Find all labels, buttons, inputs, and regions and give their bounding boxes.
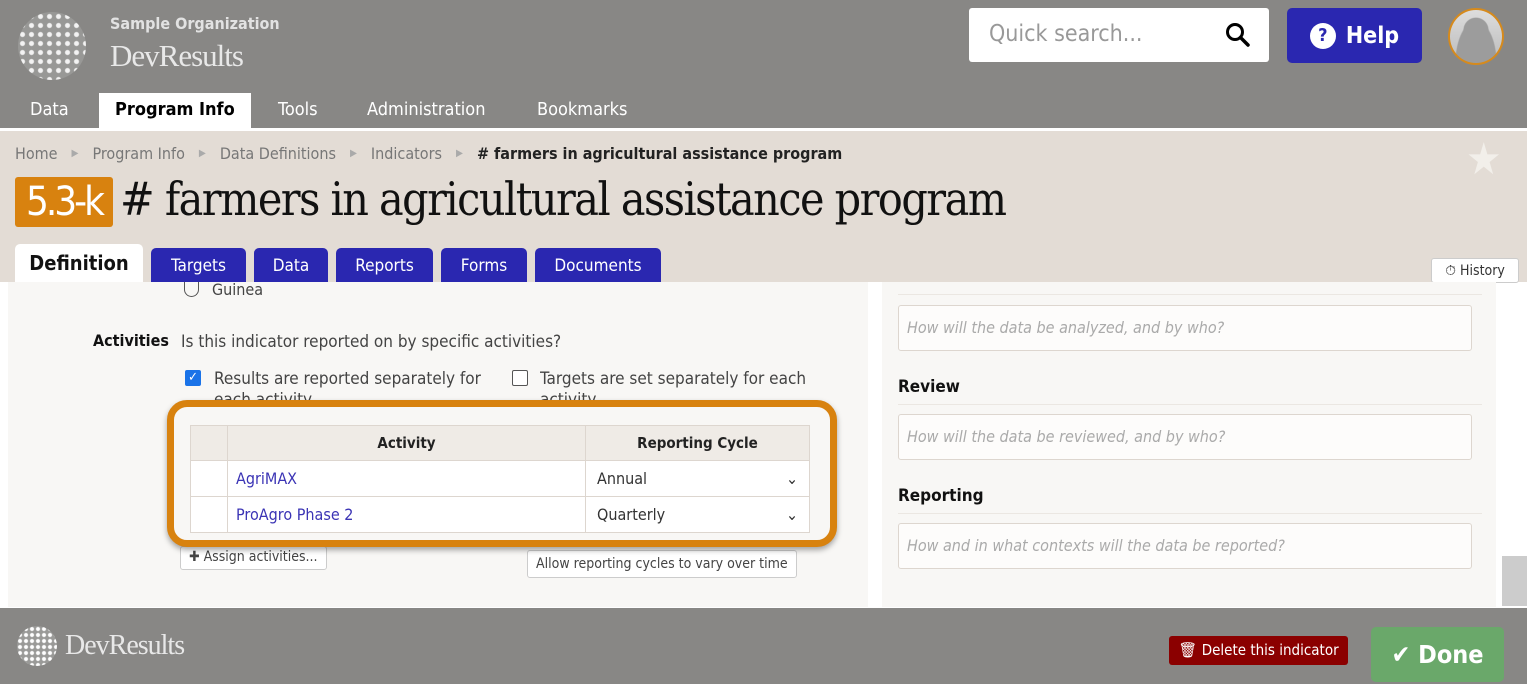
tab-reports[interactable]: Reports: [336, 248, 433, 282]
chevron-down-icon: ⌄: [785, 469, 798, 488]
col-blank: [190, 425, 228, 461]
trash-icon: 🗑: [1178, 641, 1198, 659]
chevron-down-icon: ⌄: [785, 505, 798, 524]
breadcrumb: Home ▶ Program Info ▶ Data Definitions ▶ In…: [15, 144, 842, 164]
delete-label: Delete this indicator: [1201, 641, 1339, 659]
help-button[interactable]: ? Help: [1287, 8, 1422, 63]
divider: [898, 513, 1482, 514]
nav-administration[interactable]: Administration: [367, 99, 486, 120]
search-icon[interactable]: [1225, 22, 1251, 48]
caret-right-icon: ▶: [349, 148, 357, 159]
devresults-logo[interactable]: [18, 12, 86, 80]
delete-indicator-button[interactable]: 🗑 Delete this indicator: [1169, 636, 1348, 665]
assign-activities-button[interactable]: ✚ Assign activities...: [180, 546, 327, 570]
footer-brand: DevResults: [65, 630, 185, 661]
page-title: # farmers in agricultural assistance pro…: [120, 172, 1007, 226]
indicator-code-badge: 5.3-k: [15, 177, 113, 227]
footer-logo: [17, 626, 57, 666]
history-label: History: [1460, 263, 1505, 279]
col-activity: Activity: [227, 425, 586, 461]
vary-cycles-button[interactable]: Allow reporting cycles to vary over time: [527, 550, 797, 578]
crumb-current: # farmers in agricultural assistance pro…: [476, 144, 843, 163]
results-checkbox[interactable]: ✓: [185, 370, 201, 386]
tab-documents[interactable]: Documents: [535, 248, 661, 282]
brand-name: DevResults: [110, 38, 244, 73]
nav-tools[interactable]: Tools: [278, 99, 318, 120]
select-value: Annual: [597, 469, 648, 488]
crumb-indicators[interactable]: Indicators: [370, 144, 443, 163]
divider: [0, 128, 1527, 131]
tab-data[interactable]: Data: [254, 248, 328, 282]
crumb-program-info[interactable]: Program Info: [92, 144, 185, 163]
analysis-textarea[interactable]: How will the data be analyzed, and by wh…: [898, 305, 1472, 351]
done-label: Done: [1418, 640, 1484, 669]
activity-link[interactable]: ProAgro Phase 2: [236, 505, 354, 524]
reporting-textarea[interactable]: How and in what contexts will the data b…: [898, 523, 1472, 569]
star-bookmark-icon[interactable]: ★: [1466, 134, 1502, 185]
activities-label: Activities: [93, 331, 169, 350]
history-button[interactable]: ⏱ History: [1431, 258, 1519, 283]
divider: [898, 294, 1482, 295]
col-reporting-cycle: Reporting Cycle: [585, 425, 810, 461]
crumb-home[interactable]: Home: [15, 144, 58, 163]
nav-bookmarks[interactable]: Bookmarks: [537, 99, 628, 120]
table-row: AgriMAX Annual ⌄: [190, 460, 810, 497]
select-value: Quarterly: [597, 505, 666, 524]
radio-label: Guinea: [212, 280, 264, 298]
search-placeholder: Quick search...: [989, 21, 1143, 47]
activity-link[interactable]: AgriMAX: [236, 469, 298, 488]
radio-guinea[interactable]: [184, 282, 199, 297]
top-header: [0, 0, 1527, 128]
org-name: Sample Organization: [110, 14, 280, 33]
tab-definition[interactable]: Definition: [15, 244, 143, 282]
review-label: Review: [898, 377, 960, 397]
reporting-cycle-select[interactable]: Quarterly ⌄: [589, 500, 806, 529]
divider: [898, 404, 1482, 405]
assign-label: Assign activities...: [203, 549, 318, 565]
reporting-cycle-select[interactable]: Annual ⌄: [589, 464, 806, 493]
stopwatch-icon: ⏱: [1445, 263, 1457, 279]
quick-search-input[interactable]: Quick search...: [969, 8, 1269, 62]
targets-checkbox[interactable]: [512, 370, 528, 386]
caret-right-icon: ▶: [456, 148, 463, 159]
question-icon: ?: [1309, 22, 1336, 49]
caret-right-icon: ▶: [198, 148, 206, 159]
caret-right-icon: ▶: [71, 148, 79, 159]
nav-data[interactable]: Data: [30, 99, 69, 120]
plus-icon: ✚: [189, 549, 200, 565]
table-row: ProAgro Phase 2 Quarterly ⌄: [190, 496, 810, 533]
activities-question: Is this indicator reported on by specifi…: [181, 332, 562, 352]
tab-targets[interactable]: Targets: [151, 248, 246, 282]
nav-program-info[interactable]: Program Info: [99, 93, 251, 128]
done-button[interactable]: ✔ Done: [1371, 627, 1504, 682]
help-label: Help: [1345, 22, 1400, 49]
reporting-label: Reporting: [898, 486, 984, 506]
check-icon: ✔: [1391, 640, 1411, 669]
avatar[interactable]: [1448, 8, 1504, 65]
activities-table: Activity Reporting Cycle AgriMAX Annual ⌄ P…: [190, 425, 810, 533]
scrollbar[interactable]: [1502, 556, 1527, 606]
tab-forms[interactable]: Forms: [441, 248, 527, 282]
crumb-data-definitions[interactable]: Data Definitions: [219, 144, 336, 163]
review-textarea[interactable]: How will the data be reviewed, and by wh…: [898, 414, 1472, 460]
